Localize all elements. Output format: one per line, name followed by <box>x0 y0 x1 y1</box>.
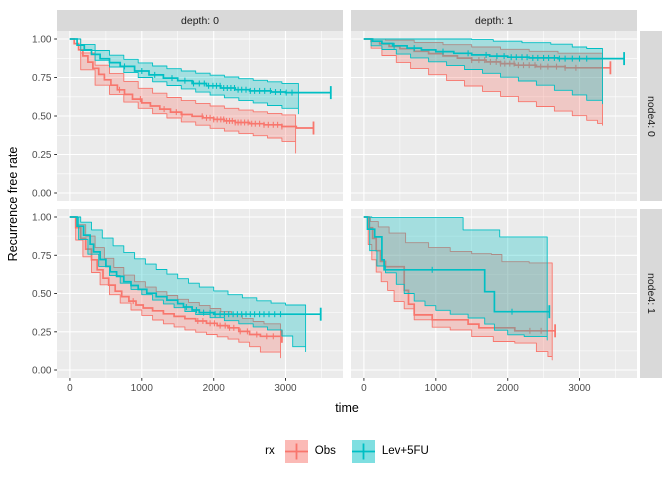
svg-text:0.25: 0.25 <box>32 327 52 338</box>
legend-key-lev5fu-icon <box>351 439 375 463</box>
svg-text:0.25: 0.25 <box>32 150 52 161</box>
facet-strip-node4-1-label: node4: 1 <box>645 273 657 314</box>
svg-text:0.75: 0.75 <box>32 73 52 84</box>
svg-text:0.00: 0.00 <box>32 189 52 200</box>
facet-strip-depth-1: depth: 1 <box>351 10 637 31</box>
svg-text:0.75: 0.75 <box>32 251 52 262</box>
svg-text:1.00: 1.00 <box>32 35 52 46</box>
y-axis-title: Recurrence free rate <box>6 146 20 262</box>
svg-text:0.50: 0.50 <box>32 112 52 123</box>
facet-strip-node4-0: node4: 0 <box>640 31 662 201</box>
svg-text:3000: 3000 <box>274 383 297 394</box>
facet-strip-node4-1: node4: 1 <box>640 209 662 378</box>
facet-strip-depth-0: depth: 0 <box>57 10 343 31</box>
svg-text:3000: 3000 <box>568 383 591 394</box>
legend: rx Obs Lev+5FU <box>57 438 637 464</box>
svg-text:1000: 1000 <box>131 383 154 394</box>
legend-key-obs-icon <box>284 439 308 463</box>
legend-label-lev5fu: Lev+5FU <box>381 445 429 457</box>
svg-text:1.00: 1.00 <box>32 213 52 224</box>
x-axis-title: time <box>335 401 359 415</box>
svg-text:0: 0 <box>361 383 367 394</box>
svg-text:0: 0 <box>67 383 73 394</box>
svg-text:2000: 2000 <box>203 383 226 394</box>
svg-text:2000: 2000 <box>497 383 520 394</box>
facet-strip-depth-1-label: depth: 1 <box>475 14 513 27</box>
svg-text:0.00: 0.00 <box>32 366 52 377</box>
svg-text:0.50: 0.50 <box>32 289 52 300</box>
facet-strip-node4-0-label: node4: 0 <box>645 95 657 137</box>
legend-label-obs: Obs <box>314 445 336 457</box>
facet-strip-depth-0-label: depth: 0 <box>181 14 219 27</box>
svg-text:1000: 1000 <box>425 383 448 394</box>
legend-title: rx <box>265 445 275 457</box>
